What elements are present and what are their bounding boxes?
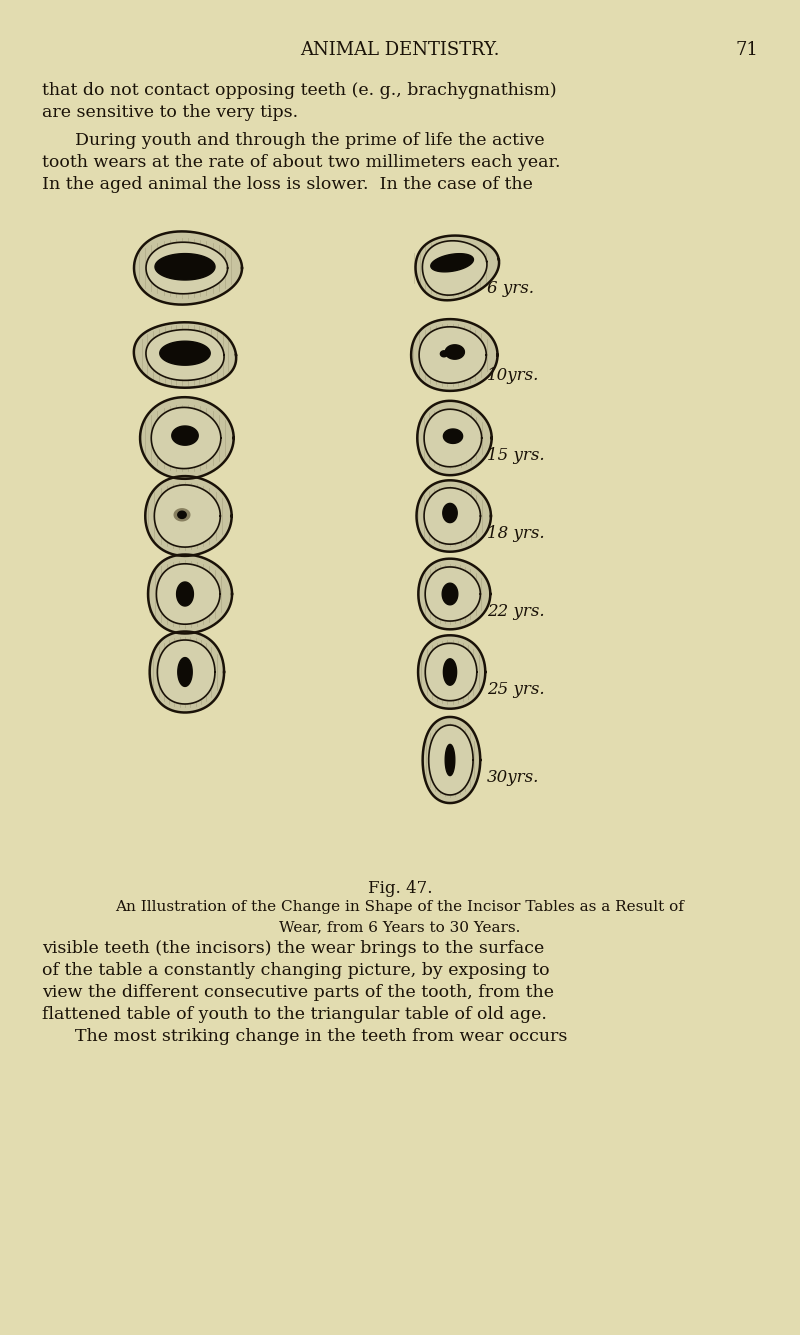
Polygon shape [443,658,457,685]
Text: 71: 71 [735,41,758,59]
Polygon shape [146,330,224,380]
Polygon shape [446,745,454,776]
Polygon shape [418,400,492,475]
Polygon shape [411,319,498,391]
Polygon shape [156,563,220,625]
Polygon shape [446,344,464,359]
Text: The most striking change in the teeth from wear occurs: The most striking change in the teeth fr… [75,1028,567,1045]
Polygon shape [134,322,236,387]
Polygon shape [150,631,224,713]
Text: 15 yrs.: 15 yrs. [487,447,545,465]
Polygon shape [174,509,190,521]
Polygon shape [430,254,474,272]
Polygon shape [172,426,198,445]
Polygon shape [160,342,210,366]
Polygon shape [422,240,487,295]
Polygon shape [415,235,499,300]
Text: An Illustration of the Change in Shape of the Incisor Tables as a Result of: An Illustration of the Change in Shape o… [115,900,685,914]
Polygon shape [424,487,481,545]
Polygon shape [148,554,232,634]
Text: During youth and through the prime of life the active: During youth and through the prime of li… [75,132,545,150]
Text: 18 yrs.: 18 yrs. [487,525,545,542]
Polygon shape [424,410,482,467]
Polygon shape [443,429,462,443]
Polygon shape [443,503,458,522]
Polygon shape [418,558,490,629]
Polygon shape [425,567,480,621]
Polygon shape [417,481,491,551]
Polygon shape [177,582,194,606]
Polygon shape [422,717,480,804]
Text: view the different consecutive parts of the tooth, from the: view the different consecutive parts of … [42,984,554,1001]
Polygon shape [178,658,192,686]
Polygon shape [154,485,220,547]
Polygon shape [155,254,215,280]
Polygon shape [418,635,486,709]
Polygon shape [146,242,228,294]
Polygon shape [429,725,473,794]
Polygon shape [442,583,458,605]
Text: In the aged animal the loss is slower.  In the case of the: In the aged animal the loss is slower. I… [42,176,533,194]
Polygon shape [140,398,234,479]
Polygon shape [134,231,242,304]
Text: visible teeth (the incisors) the wear brings to the surface: visible teeth (the incisors) the wear br… [42,940,544,957]
Text: of the table a constantly changing picture, by exposing to: of the table a constantly changing pictu… [42,963,550,979]
Text: 6 yrs.: 6 yrs. [487,280,534,296]
Text: Wear, from 6 Years to 30 Years.: Wear, from 6 Years to 30 Years. [279,920,521,934]
Text: that do not contact opposing teeth (e. g., brachygnathism): that do not contact opposing teeth (e. g… [42,81,557,99]
Text: tooth wears at the rate of about two millimeters each year.: tooth wears at the rate of about two mil… [42,154,561,171]
Text: Fig. 47.: Fig. 47. [368,880,432,897]
Text: 25 yrs.: 25 yrs. [487,681,545,698]
Polygon shape [158,639,215,704]
Polygon shape [419,327,486,383]
Text: 30yrs.: 30yrs. [487,769,539,786]
Text: are sensitive to the very tips.: are sensitive to the very tips. [42,104,298,121]
Polygon shape [178,511,186,518]
Text: flattened table of youth to the triangular table of old age.: flattened table of youth to the triangul… [42,1007,547,1023]
Text: 22 yrs.: 22 yrs. [487,603,545,619]
Polygon shape [151,407,221,469]
Polygon shape [441,351,448,356]
Text: 10yrs.: 10yrs. [487,367,539,384]
Polygon shape [426,643,477,701]
Text: ANIMAL DENTISTRY.: ANIMAL DENTISTRY. [300,41,500,59]
Polygon shape [146,477,232,555]
